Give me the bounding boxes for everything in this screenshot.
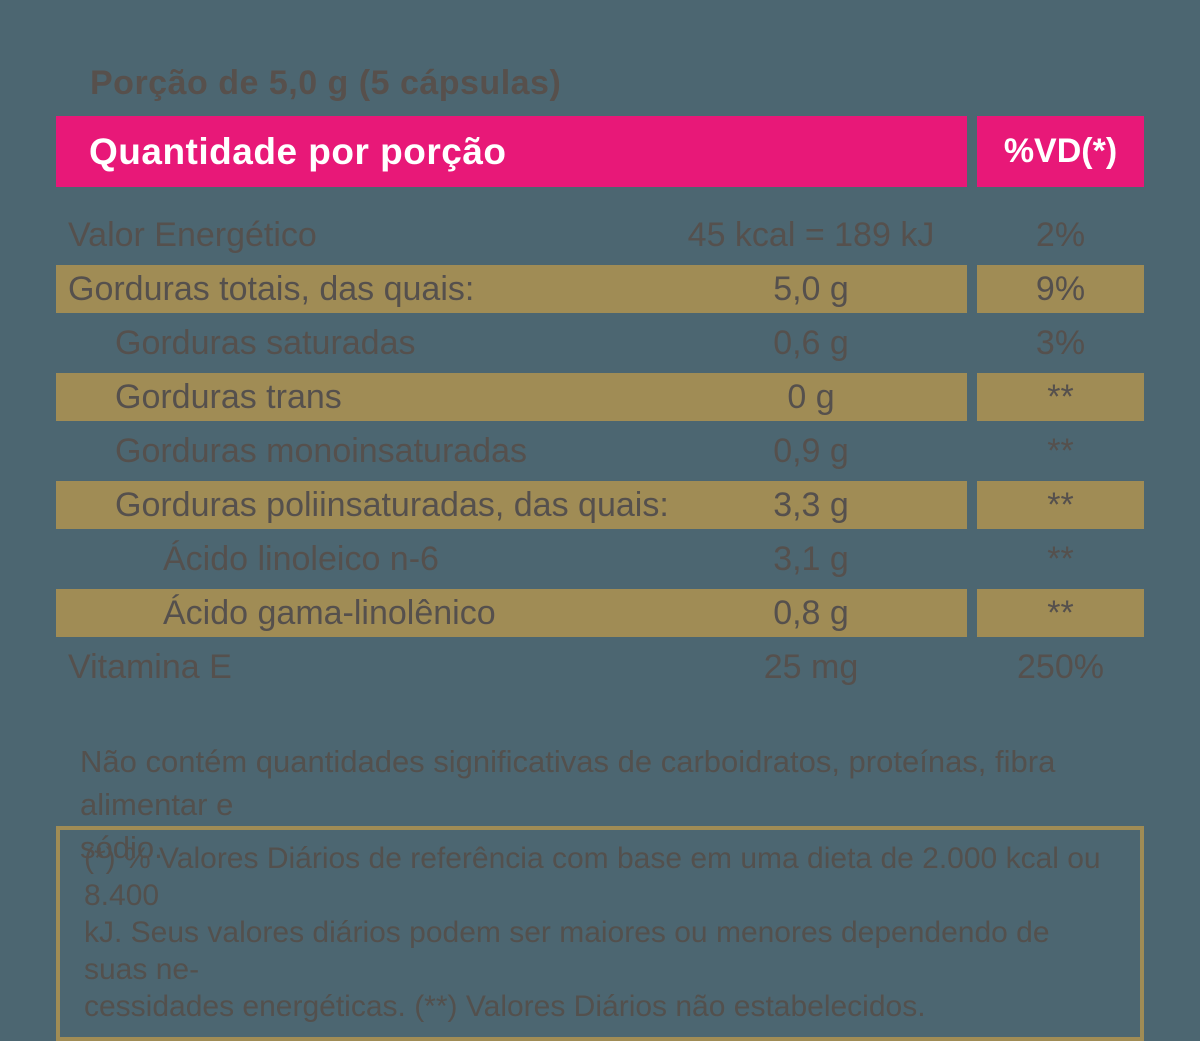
row-highlight-bar-dv xyxy=(977,481,1144,529)
nutrient-daily-value: ** xyxy=(1047,431,1074,470)
table-row: Ácido gama-linolênico 0,8 g ** xyxy=(56,586,1144,640)
nutrient-amount: 0,9 g xyxy=(773,431,849,470)
serving-size-text: Porção de 5,0 g (5 cápsulas) xyxy=(90,64,562,102)
footnote-line: (*) % Valores Diários de referência com … xyxy=(84,842,1101,912)
nutrient-name: Gorduras monoinsaturadas xyxy=(115,431,528,470)
nutrient-name: Ácido linoleico n-6 xyxy=(163,539,439,578)
table-row: Gorduras poliinsaturadas, das quais: 3,3 … xyxy=(56,478,1144,532)
nutrient-name: Gorduras totais, das quais: xyxy=(68,269,475,308)
nutrient-daily-value: 3% xyxy=(1035,323,1086,362)
no-significant-amounts-note: Não contém quantidades significativas de… xyxy=(80,740,1150,869)
table-row: Gorduras totais, das quais: 5,0 g 9% xyxy=(56,262,1144,316)
row-highlight-bar-dv xyxy=(977,373,1144,421)
nutrient-daily-value: 250% xyxy=(1017,647,1104,686)
table-row: Gorduras monoinsaturadas 0,9 g ** xyxy=(56,424,1144,478)
footnote-line: cessidades energéticas. (**) Valores Diá… xyxy=(84,990,926,1023)
nutrient-name: Vitamina E xyxy=(68,647,232,686)
nutrient-name: Gorduras poliinsaturadas, das quais: xyxy=(115,485,669,524)
row-highlight-bar xyxy=(56,373,967,421)
nutrient-amount: 0 g xyxy=(787,377,835,416)
row-highlight-bar xyxy=(56,481,967,529)
nutrient-amount: 45 kcal = 189 kJ xyxy=(687,215,935,254)
nutrient-name: Ácido gama-linolênico xyxy=(163,593,496,632)
table-header-quantity: Quantidade por porção xyxy=(56,116,967,187)
nutrition-label: Porção de 5,0 g (5 cápsulas) Quantidade … xyxy=(56,64,1150,1041)
table-header-quantity-label: Quantidade por porção xyxy=(89,130,507,172)
table-row: Vitamina E 25 mg 250% xyxy=(56,640,1144,694)
nutrient-name: Gorduras saturadas xyxy=(115,323,416,362)
nutrient-name: Valor Energético xyxy=(68,215,317,254)
table-row: Gorduras trans 0 g ** xyxy=(56,370,1144,424)
nutrient-daily-value: ** xyxy=(1047,539,1074,578)
nutrient-amount: 3,1 g xyxy=(773,539,849,578)
table-row: Gorduras saturadas 0,6 g 3% xyxy=(56,316,1144,370)
table-row: Ácido linoleico n-6 3,1 g ** xyxy=(56,532,1144,586)
nutrient-amount: 5,0 g xyxy=(773,269,849,308)
nutrient-name: Gorduras trans xyxy=(115,377,342,416)
nutrient-amount: 25 mg xyxy=(763,647,859,686)
nutrient-daily-value: ** xyxy=(1047,485,1074,524)
nutrient-daily-value: ** xyxy=(1047,377,1074,416)
nutrient-amount: 0,6 g xyxy=(773,323,849,362)
nutrient-daily-value: 9% xyxy=(1035,269,1086,308)
row-highlight-bar-dv xyxy=(977,589,1144,637)
nutrient-amount: 3,3 g xyxy=(773,485,849,524)
nutrient-daily-value: 2% xyxy=(1035,215,1086,254)
daily-values-footnote-box: (*) % Valores Diários de referência com … xyxy=(56,826,1144,1041)
row-highlight-bar xyxy=(56,265,967,313)
nutrition-table-rows: Valor Energético 45 kcal = 189 kJ 2% Gordur… xyxy=(56,208,1144,694)
note-line: sódio. xyxy=(80,830,163,865)
note-line: Não contém quantidades significativas de… xyxy=(80,744,1056,822)
row-highlight-bar-dv xyxy=(977,265,1144,313)
row-highlight-bar xyxy=(56,589,967,637)
nutrient-daily-value: ** xyxy=(1047,593,1074,632)
table-row: Valor Energético 45 kcal = 189 kJ 2% xyxy=(56,208,1144,262)
table-header-daily-value: %VD(*) xyxy=(977,116,1144,187)
nutrient-amount: 0,8 g xyxy=(773,593,849,632)
footnote-line: kJ. Seus valores diários podem ser maior… xyxy=(84,916,1050,986)
